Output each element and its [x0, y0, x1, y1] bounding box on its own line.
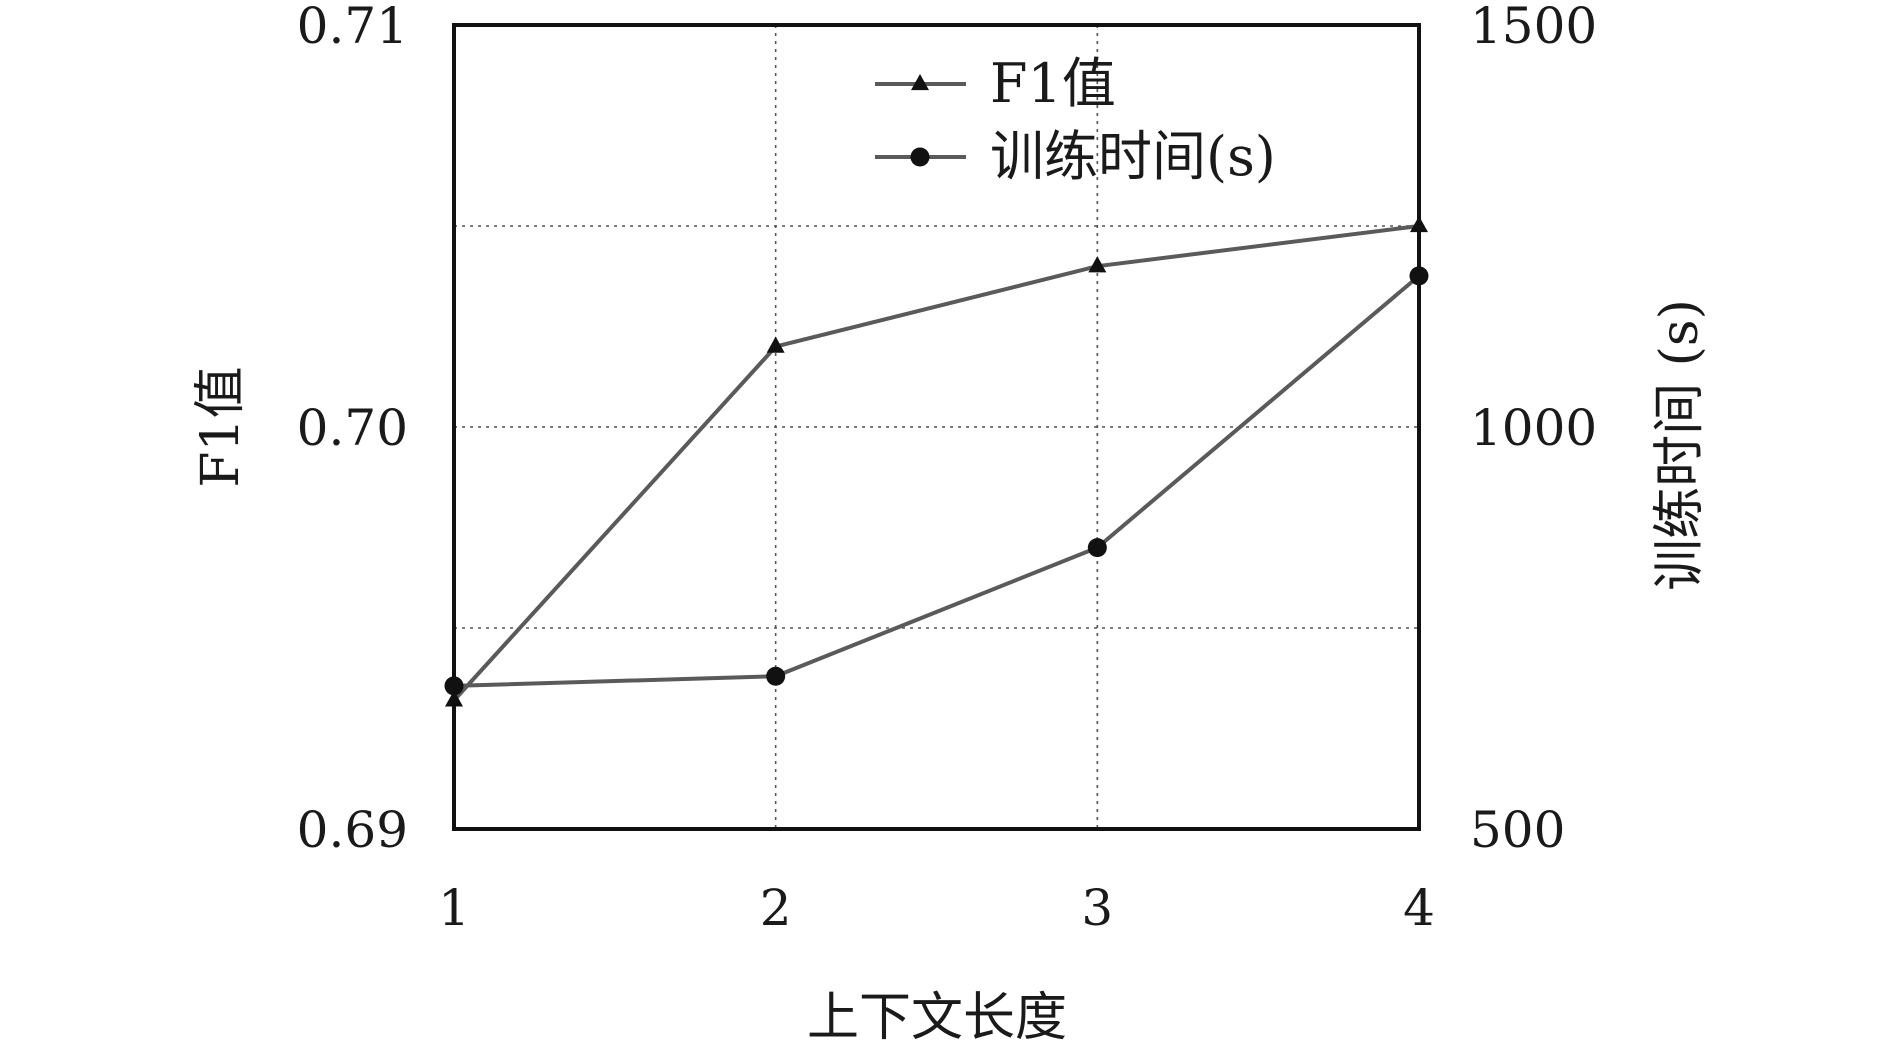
- series-layer: [444, 215, 1429, 707]
- y-right-tick-label: 500: [1470, 801, 1565, 859]
- x-tick-label: 3: [1081, 879, 1113, 937]
- x-tick-label: 1: [438, 879, 470, 937]
- x-axis-title: 上下文长度: [807, 988, 1067, 1046]
- y-right-tick-label: 1500: [1470, 0, 1597, 55]
- legend-item: F1值: [875, 52, 1116, 115]
- data-point-triangle: [1088, 256, 1107, 273]
- series-f1: [445, 215, 1428, 707]
- legend-circle-marker: [910, 147, 930, 167]
- data-point-triangle: [766, 336, 785, 353]
- plot-frame: [452, 23, 1421, 831]
- series-training-time: [444, 266, 1429, 696]
- legend-label: 训练时间(s): [990, 125, 1276, 188]
- y-left-tick-label: 0.69: [297, 801, 408, 859]
- legend-triangle-marker: [911, 73, 929, 91]
- series-line: [452, 224, 1420, 702]
- y-axis-right-title: 训练时间 (s): [1650, 299, 1710, 591]
- series-line: [453, 274, 1421, 688]
- y-right-tick-label: 1000: [1470, 399, 1597, 457]
- y-left-tick-label: 0.71: [297, 0, 408, 55]
- data-point-circle: [1087, 538, 1107, 558]
- gridlines: [454, 25, 1419, 829]
- legend-item: 训练时间(s): [875, 125, 1276, 188]
- y-left-tick-label: 0.70: [297, 399, 408, 457]
- tick-labels: 1 2 3 4 0.69 0.70 0.71 500 1000 1500: [297, 0, 1598, 937]
- x-tick-label: 2: [760, 879, 792, 937]
- y-axis-left-title: F1值: [191, 366, 251, 487]
- data-point-circle: [766, 666, 786, 686]
- legend-label: F1值: [990, 52, 1116, 115]
- x-tick-label: 4: [1403, 879, 1435, 937]
